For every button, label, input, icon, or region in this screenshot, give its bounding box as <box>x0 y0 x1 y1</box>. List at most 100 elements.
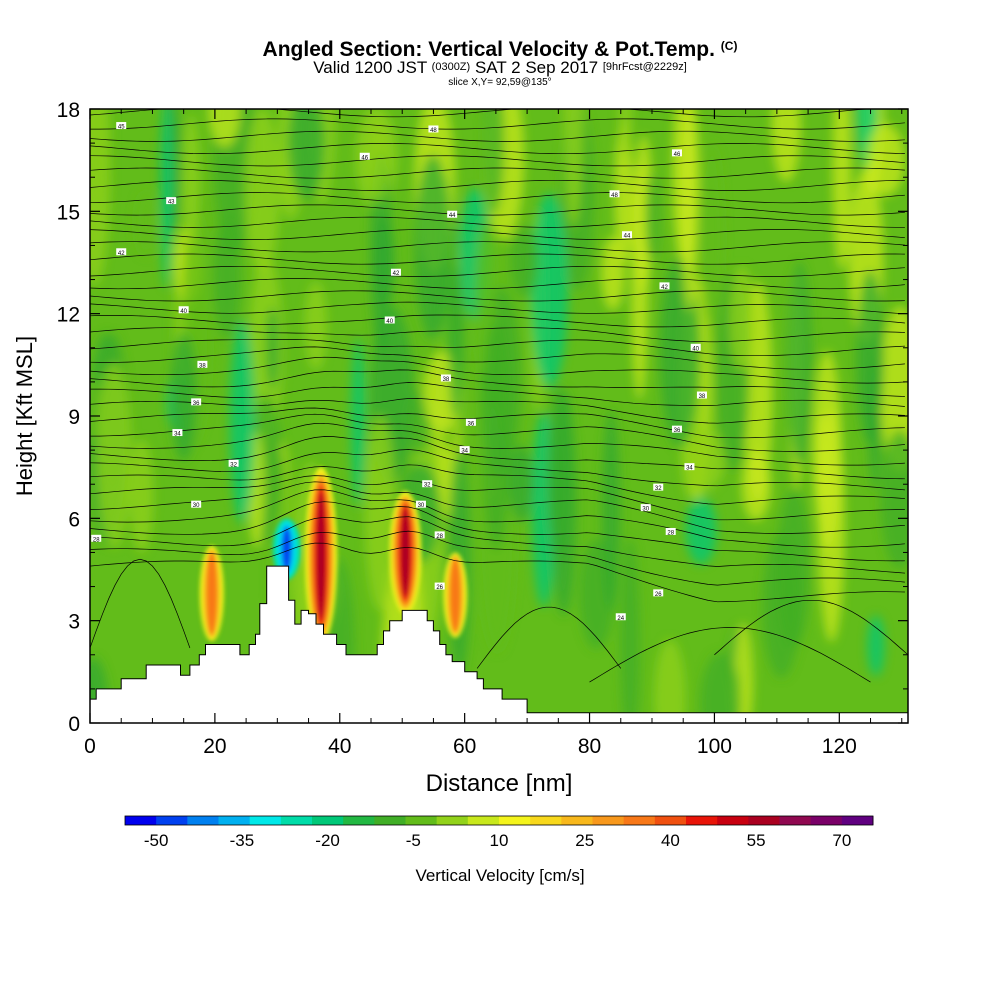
field-blob <box>700 143 724 331</box>
colorbar-tick-label: 70 <box>832 831 851 850</box>
contour-label-bg <box>459 446 470 454</box>
contour-label-bg <box>684 463 695 471</box>
contour-label: 45 <box>116 122 127 131</box>
contour-label-text: 30 <box>193 503 200 509</box>
colorbar-swatch <box>779 816 812 825</box>
isentrope-line <box>90 339 905 357</box>
field-blob <box>129 439 154 554</box>
isentrope-line <box>90 436 905 480</box>
contour-label-bg <box>615 613 626 621</box>
contour-label-text: 38 <box>199 363 206 369</box>
field-blob <box>563 109 584 227</box>
contour-label: 26 <box>434 582 445 591</box>
isentrope-line <box>90 241 905 253</box>
contour-label: 32 <box>422 480 433 489</box>
terrain-layer <box>89 565 909 724</box>
contour-label: 40 <box>384 316 395 325</box>
isentrope-line <box>90 382 905 407</box>
contour-label-text: 26 <box>436 585 443 591</box>
colorbar-tick-label: 40 <box>661 831 680 850</box>
colorbar-swatch <box>156 816 188 825</box>
updraft-core <box>401 508 410 597</box>
contour-label-bg <box>191 500 202 508</box>
contour-label-text: 38 <box>443 377 450 383</box>
contour-label-text: 42 <box>118 251 125 257</box>
isentrope-line <box>90 327 905 343</box>
isentrope-line <box>90 558 191 649</box>
contour-label: 46 <box>671 149 682 158</box>
contour-label-bg <box>659 282 670 290</box>
colorbar-tick-label: -20 <box>315 831 340 850</box>
field-blob <box>160 109 174 289</box>
contour-label-text: 24 <box>617 616 624 622</box>
isentrope-line <box>90 314 905 328</box>
field-blob <box>812 350 842 548</box>
contour-label-text: 40 <box>692 346 699 352</box>
isentrope-line <box>90 229 905 240</box>
isentrope-line <box>90 109 873 118</box>
field-blob <box>90 109 111 286</box>
field-blob <box>654 639 686 723</box>
isentrope-line <box>589 627 871 683</box>
contour-label: 26 <box>653 589 664 598</box>
contour-label: 40 <box>690 343 701 352</box>
contour-label: 42 <box>390 268 401 277</box>
contour-label-text: 42 <box>393 271 400 277</box>
isentrope-line <box>90 167 905 179</box>
isentrope-line <box>90 530 905 586</box>
x-tick-label: 20 <box>203 735 226 758</box>
field-blob <box>620 538 640 723</box>
contour-label: 34 <box>172 429 183 438</box>
slice-info: slice X,Y= 92,59@135° <box>448 77 552 88</box>
field-blob <box>414 154 452 340</box>
y-axis-label: Height [Kft MSL] <box>12 336 37 496</box>
isentrope-line <box>714 599 908 656</box>
isentrope-line <box>90 369 905 397</box>
isentrope-line <box>90 130 905 142</box>
colorbar-tick-label: -5 <box>406 831 421 850</box>
contour-label: 44 <box>447 210 458 219</box>
contour-label: 48 <box>428 125 439 134</box>
contour-label: 34 <box>684 463 695 472</box>
contour-label-bg <box>671 425 682 433</box>
contour-label-bg <box>671 149 682 157</box>
contour-label-text: 34 <box>174 432 181 438</box>
contour-labels: 45 48 43 46 46 42 44 48 40 42 44 38 40 42 36 38 40 34 36 38… <box>91 122 707 622</box>
contour-label: 30 <box>415 500 426 509</box>
colorbar-swatch <box>592 816 625 825</box>
contour-label-text: 48 <box>611 193 618 199</box>
isentrope-line <box>90 398 905 424</box>
contour-label-bg <box>447 210 458 218</box>
colorbar-swatch <box>654 816 687 825</box>
contour-label-bg <box>166 197 177 205</box>
contour-label-bg <box>640 504 651 512</box>
colorbar-border <box>124 815 874 826</box>
isentrope-line <box>90 253 905 265</box>
colorbar-swatch <box>187 816 219 825</box>
colorbar-swatch <box>561 816 593 825</box>
contour-label: 36 <box>465 418 476 427</box>
x-tick-label: 100 <box>697 735 732 758</box>
updraft-core <box>450 558 461 632</box>
isentrope-line <box>476 606 622 669</box>
isentrope-line <box>90 481 905 534</box>
contour-label: 48 <box>609 190 620 199</box>
downdraft-core <box>282 527 291 571</box>
valid-time: Valid 1200 JST <box>313 58 427 77</box>
field-blob <box>370 115 387 203</box>
chart-subtitle: Valid 1200 JST (0300Z) SAT 2 Sep 2017 [9… <box>0 58 1000 78</box>
contour-label: 28 <box>665 527 676 536</box>
isentrope-line <box>90 301 905 315</box>
colorbar-swatch <box>218 816 251 825</box>
isentrope-line <box>90 216 905 228</box>
field-blob <box>619 109 632 161</box>
contour-label-bg <box>91 534 102 542</box>
contour-label-bg <box>172 429 183 437</box>
field-blob <box>182 115 200 248</box>
colorbar-swatch <box>436 816 469 825</box>
field-blob <box>350 338 366 507</box>
field-blob <box>287 109 326 200</box>
forecast-info: [9hrFcst@2229z] <box>602 61 687 73</box>
contour-label: 36 <box>671 425 682 434</box>
contour-label: 38 <box>696 391 707 400</box>
